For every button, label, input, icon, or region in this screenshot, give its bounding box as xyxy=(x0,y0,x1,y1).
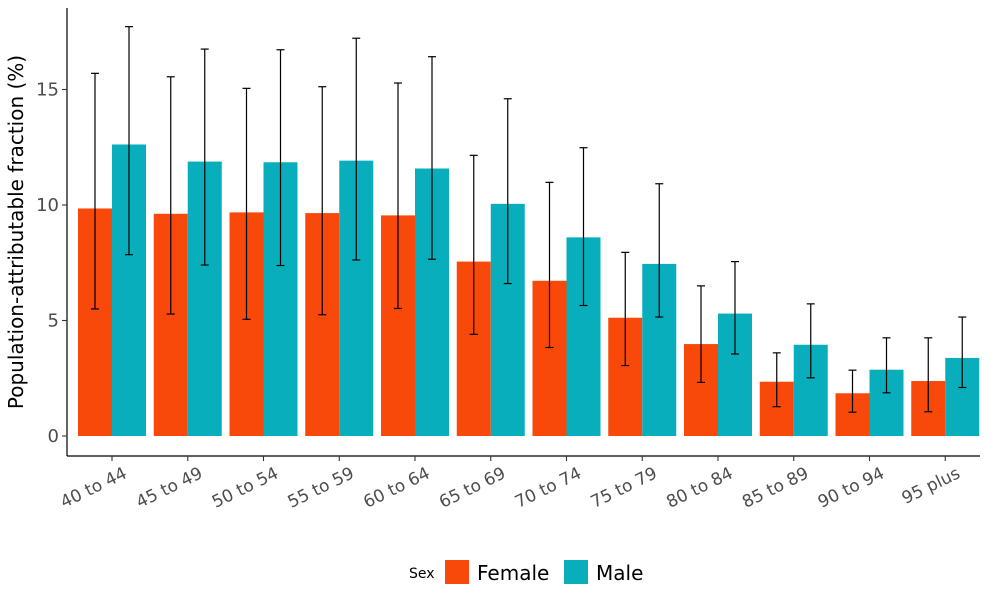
x-tick-label: 90 to 94 xyxy=(815,464,888,513)
x-ticks-layer: 40 to 44 45 to 49 50 to 54 55 to 59 60 to 64… xyxy=(57,456,964,513)
y-ticks-layer: 0 5 10 15 xyxy=(36,80,67,447)
x-tick-label: 70 to 74 xyxy=(512,464,585,513)
x-tick-label: 75 to 79 xyxy=(588,464,661,513)
x-tick-label: 40 to 44 xyxy=(57,464,130,513)
legend-title: Sex xyxy=(409,566,435,582)
x-tick-label: 85 to 89 xyxy=(739,464,812,513)
y-tick-label: 0 xyxy=(48,426,59,447)
legend-swatch-female xyxy=(445,560,469,584)
bars-layer xyxy=(78,144,980,436)
y-tick-label: 10 xyxy=(36,195,59,216)
y-tick-label: 5 xyxy=(48,311,59,332)
legend: Sex Female Male xyxy=(409,560,643,585)
x-tick-label: 95 plus xyxy=(899,463,964,508)
x-tick-label: 65 to 69 xyxy=(436,464,509,513)
x-tick-label: 80 to 84 xyxy=(663,464,736,513)
legend-swatch-male xyxy=(564,560,588,584)
x-tick-label: 60 to 64 xyxy=(360,464,433,513)
legend-label-male: Male xyxy=(596,561,643,585)
x-tick-label: 45 to 49 xyxy=(133,464,206,513)
x-tick-label: 50 to 54 xyxy=(209,464,282,513)
error-bars-layer xyxy=(91,26,967,413)
y-axis-title: Population-attributable fraction (%) xyxy=(4,55,28,409)
y-tick-label: 15 xyxy=(36,80,59,101)
legend-label-female: Female xyxy=(477,561,549,585)
x-tick-label: 55 to 59 xyxy=(285,464,358,513)
